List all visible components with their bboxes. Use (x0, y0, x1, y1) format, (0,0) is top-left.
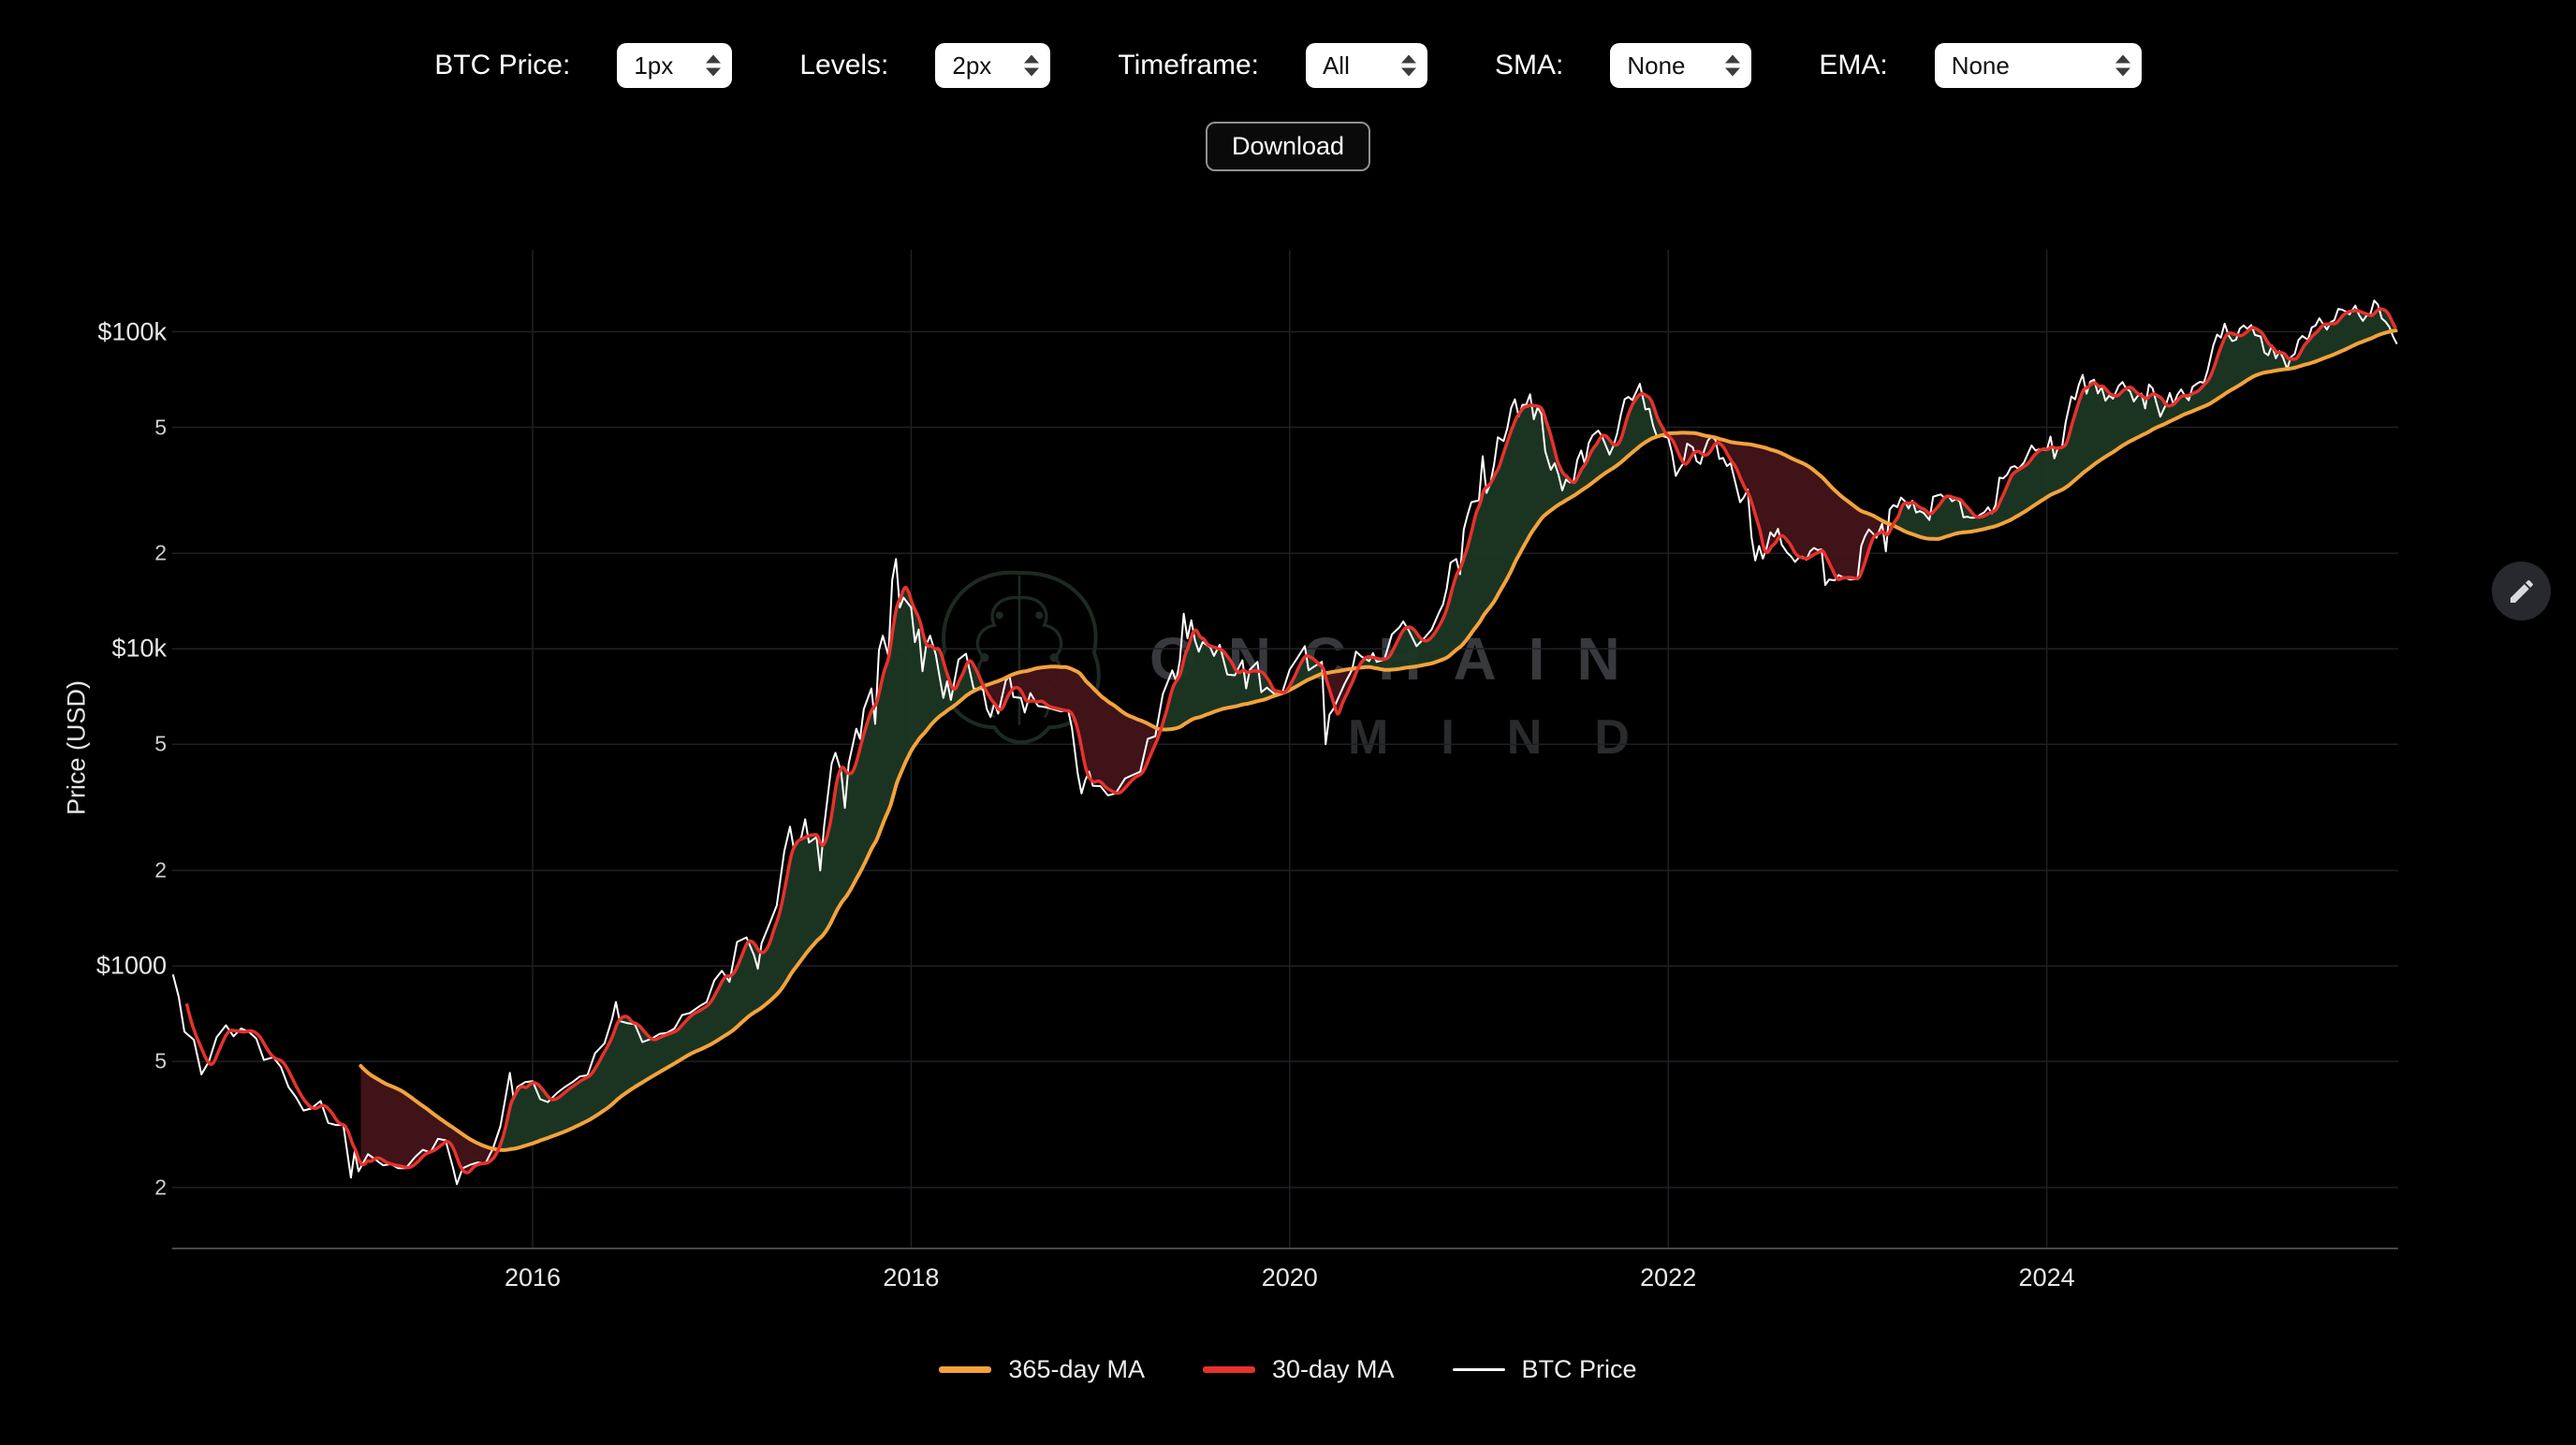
ema-select[interactable]: None (1934, 43, 2142, 88)
x-axis-tick-label: 2024 (2018, 1263, 2075, 1292)
btc-price-select-value: 1px (634, 51, 674, 80)
legend-item-btc-price: BTC Price (1452, 1355, 1637, 1384)
timeframe-label: Timeframe: (1118, 50, 1259, 80)
timeframe-select-value: All (1322, 51, 1350, 80)
pencil-icon (2509, 579, 2534, 605)
btc-price-label: BTC Price: (434, 50, 571, 80)
timeframe-select[interactable]: All (1305, 43, 1427, 88)
x-axis-tick-label: 2018 (883, 1263, 940, 1292)
control-ema: EMA: None (1819, 43, 2142, 88)
x-axis-tick-label: 2022 (1640, 1263, 1697, 1292)
sma-select[interactable]: None (1610, 43, 1752, 88)
levels-label: Levels: (799, 50, 889, 80)
levels-select[interactable]: 2px (935, 43, 1051, 88)
y-axis-tick-label: 5 (154, 1048, 167, 1073)
legend-30ma-line-swatch (1202, 1366, 1255, 1373)
watermark: ONCHAIN MIND (895, 538, 1737, 800)
y-axis-title: Price (USD) (62, 679, 91, 816)
select-chevrons-icon (1725, 54, 1741, 77)
sma-select-value: None (1627, 51, 1686, 80)
y-axis-tick-label: 2 (154, 540, 167, 565)
y-axis-tick-label: 5 (154, 415, 167, 439)
control-levels: Levels: 2px (799, 43, 1051, 88)
legend-btc-price-line-swatch (1452, 1368, 1505, 1371)
select-chevrons-icon (2115, 54, 2130, 77)
chart-controls-toolbar: BTC Price: 1px Levels: 2px Timeframe: Al… (0, 41, 2576, 90)
legend-30ma-label: 30-day MA (1271, 1355, 1395, 1383)
select-chevrons-icon (1024, 54, 1040, 77)
legend-365ma-label: 365-day MA (1008, 1355, 1145, 1383)
brain-logo-icon (938, 570, 1101, 744)
ema-select-value: None (1951, 51, 2010, 80)
legend-365ma-line-swatch (939, 1366, 992, 1373)
x-axis-tick-label: 2016 (504, 1263, 562, 1292)
x-axis-tick-label: 2020 (1261, 1263, 1318, 1292)
watermark-text-mind: MIND (1348, 710, 1682, 765)
select-chevrons-icon (1400, 54, 1416, 77)
levels-select-value: 2px (952, 51, 992, 80)
sma-label: SMA: (1494, 50, 1564, 80)
y-axis-tick-label: $10k (111, 634, 167, 663)
legend-item-365ma: 365-day MA (939, 1355, 1145, 1384)
y-axis-tick-label: 2 (154, 857, 167, 883)
control-timeframe: Timeframe: All (1118, 43, 1427, 88)
legend: 365-day MA 30-day MA BTC Price (0, 1355, 2576, 1384)
download-button[interactable]: Download (1205, 122, 1371, 171)
btc-price-select[interactable]: 1px (617, 43, 733, 88)
legend-item-30ma: 30-day MA (1202, 1355, 1395, 1384)
watermark-text-onchain: ONCHAIN (1149, 625, 1652, 693)
ema-label: EMA: (1819, 50, 1888, 80)
legend-btc-price-label: BTC Price (1521, 1355, 1637, 1383)
control-sma: SMA: None (1494, 43, 1752, 88)
select-chevrons-icon (706, 54, 722, 77)
download-row: Download (0, 122, 2576, 171)
y-axis-tick-label: 2 (154, 1175, 167, 1200)
y-axis-tick-label: $1000 (95, 951, 167, 980)
control-btc-price: BTC Price: 1px (434, 43, 733, 88)
y-axis-tick-label: $100k (97, 317, 167, 345)
y-axis-tick-label: 5 (154, 731, 167, 756)
edit-tool-button[interactable] (2492, 562, 2551, 620)
